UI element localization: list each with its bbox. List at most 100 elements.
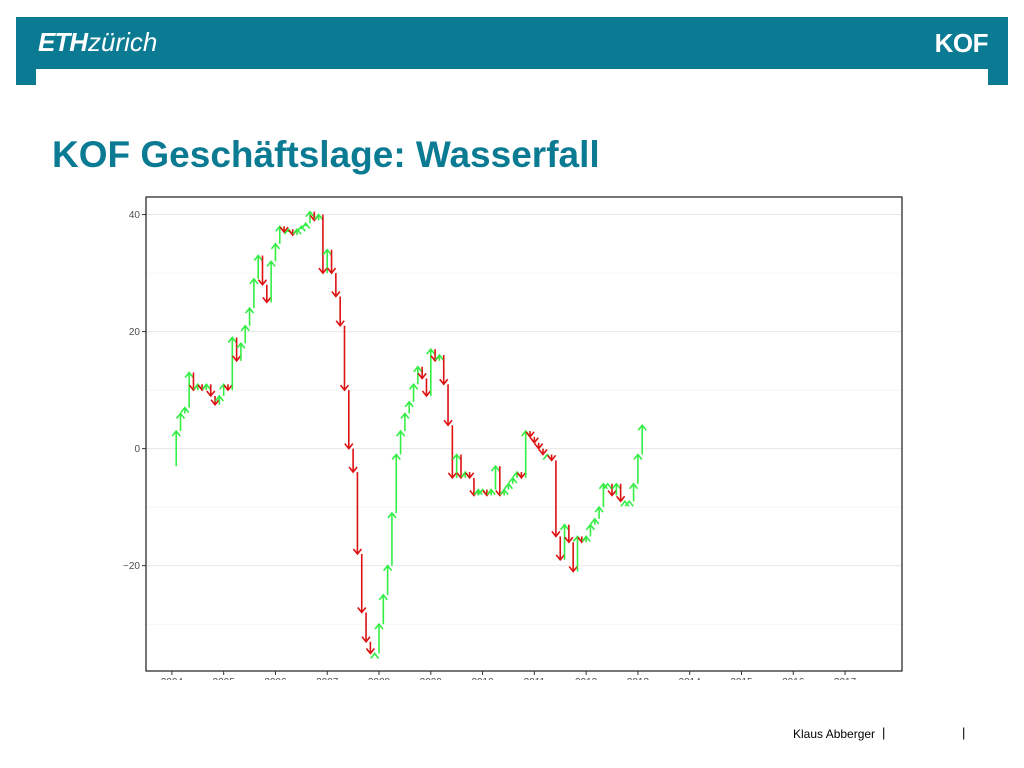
waterfall-arrow-up: [585, 523, 596, 537]
arrow-head: [516, 472, 527, 480]
waterfall-arrow-up: [603, 482, 613, 490]
arrow-head: [452, 453, 462, 460]
waterfall-arrow-down: [564, 524, 574, 544]
arrow-head: [391, 453, 401, 460]
waterfall-arrow-up: [426, 347, 436, 396]
footer-separator-1: |: [882, 725, 886, 740]
kof-logo: KOF: [934, 28, 989, 58]
waterfall-arrow-up: [559, 523, 570, 560]
arrow-head: [616, 495, 626, 503]
footer-author: Klaus Abberger: [793, 727, 876, 741]
arrow-head: [607, 489, 617, 497]
waterfall-arrow-down: [262, 284, 272, 304]
arrow-head: [335, 320, 345, 328]
waterfall-arrow-down: [538, 448, 548, 456]
waterfall-arrow-down: [348, 448, 358, 474]
waterfall-arrow-up: [227, 336, 237, 391]
waterfall-arrow-up: [201, 382, 212, 391]
waterfall-arrow-up: [296, 224, 306, 232]
arrow-head: [568, 566, 578, 573]
waterfall-arrow-down: [331, 273, 341, 298]
x-tick-label: 2014: [679, 677, 702, 680]
arrow-head: [555, 554, 565, 562]
header-tab-left: [16, 69, 36, 85]
arrow-head: [447, 472, 457, 480]
waterfall-arrow-down: [555, 536, 565, 562]
waterfall-arrow-up: [408, 382, 419, 402]
arrow-head: [180, 406, 190, 414]
x-tick-label: 2007: [316, 677, 339, 680]
arrow-head: [365, 647, 376, 655]
waterfall-arrow-up: [400, 412, 410, 432]
waterfall-arrow-down: [231, 337, 242, 363]
arrow-head: [236, 342, 246, 349]
arrow-head: [305, 210, 315, 218]
arrow-head: [231, 355, 242, 363]
arrow-head: [525, 431, 535, 439]
waterfall-arrow-up: [180, 406, 190, 414]
arrow-head: [611, 482, 621, 490]
arrow-head: [538, 448, 548, 456]
arrow-head: [296, 224, 306, 232]
arrow-head: [443, 419, 453, 427]
header-bar: [16, 17, 1008, 69]
arrow-head: [400, 412, 410, 420]
arrow-head: [266, 260, 276, 267]
waterfall-arrow-down: [529, 436, 539, 445]
waterfall-arrow-down: [421, 378, 432, 398]
arrow-head: [628, 482, 639, 490]
arrow-head: [378, 593, 388, 601]
x-tick-label: 2016: [782, 677, 805, 680]
arrow-head: [240, 324, 250, 332]
waterfall-arrow-down: [326, 249, 337, 275]
y-tick-label: −20: [123, 561, 140, 572]
x-tick-label: 2005: [213, 677, 236, 680]
waterfall-arrow-up: [521, 429, 531, 478]
waterfall-arrow-up: [244, 306, 255, 326]
arrow-head: [395, 429, 406, 437]
waterfall-arrow-down: [335, 296, 345, 328]
waterfall-arrow-down: [443, 384, 453, 427]
arrow-head: [417, 372, 427, 380]
arrow-head: [214, 394, 224, 402]
waterfall-arrow-up: [572, 535, 583, 572]
arrow-head: [331, 290, 341, 298]
waterfall-arrow-up: [628, 482, 639, 502]
waterfall-arrow-up: [611, 482, 621, 496]
arrow-head: [244, 306, 255, 314]
waterfall-arrow-up: [214, 394, 224, 405]
arrow-head: [529, 437, 539, 445]
waterfall-arrow-up: [624, 500, 634, 507]
arrow-head: [503, 482, 514, 490]
waterfall-arrow-up: [370, 652, 380, 659]
waterfall-arrow-down: [206, 384, 216, 398]
zurich-logo-text: zürich: [88, 27, 158, 57]
waterfall-arrow-up: [486, 488, 496, 496]
arrow-head: [257, 279, 268, 287]
waterfall-arrow-up: [266, 260, 276, 303]
arrow-head: [413, 365, 423, 373]
x-tick-label: 2010: [471, 677, 494, 680]
arrow-head: [464, 472, 475, 480]
waterfall-arrow-up: [240, 324, 250, 344]
arrow-head: [292, 227, 302, 235]
y-tick-label: 40: [129, 210, 141, 221]
arrow-head: [357, 606, 367, 614]
x-tick-label: 2011: [524, 677, 546, 680]
waterfall-arrow-up: [275, 224, 285, 244]
arrow-head: [370, 652, 380, 659]
waterfall-arrow-down: [616, 483, 626, 503]
waterfall-arrow-up: [395, 429, 406, 455]
arrow-head: [171, 429, 181, 437]
waterfall-arrow-up: [452, 453, 462, 478]
plot-panel-border: [145, 196, 903, 672]
waterfall-arrow-up: [434, 353, 445, 361]
waterfall-arrow-up: [249, 277, 259, 309]
footer-separator-2: |: [962, 725, 966, 740]
waterfall-arrow-up: [175, 412, 186, 432]
arrow-head: [201, 382, 212, 390]
axis-layer: −20 0 20 40 2004 2005 2006 2007 2008 2009 2010 2011…: [123, 196, 903, 680]
arrow-head: [270, 242, 281, 250]
waterfall-arrow-down: [318, 214, 328, 275]
waterfall-arrow-up: [383, 564, 393, 595]
